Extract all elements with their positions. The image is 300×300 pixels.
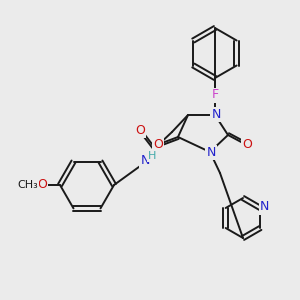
Text: O: O <box>242 139 252 152</box>
Text: O: O <box>37 178 47 191</box>
Text: N: N <box>140 154 150 167</box>
Text: O: O <box>135 124 145 136</box>
Text: N: N <box>260 200 269 214</box>
Text: O: O <box>153 139 163 152</box>
Text: H: H <box>148 151 156 161</box>
Text: CH₃: CH₃ <box>18 180 38 190</box>
Text: N: N <box>211 107 221 121</box>
Text: F: F <box>212 88 219 101</box>
Text: N: N <box>206 146 216 158</box>
